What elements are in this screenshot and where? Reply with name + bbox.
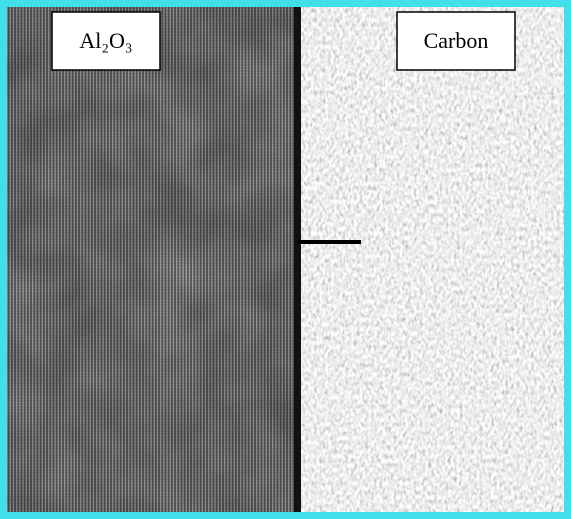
interface-line xyxy=(294,7,301,512)
alumina-shading xyxy=(7,7,298,512)
tem-image: Al₂O₃ Carbon xyxy=(0,0,571,519)
carbon-region xyxy=(298,7,564,512)
page: {"image": {"labels": ["Al₂O₃", "Carbon"]… xyxy=(0,0,571,519)
material-label: Al₂O₃ xyxy=(79,28,132,53)
material-label: Carbon xyxy=(424,28,489,53)
scale-bar xyxy=(298,240,361,244)
